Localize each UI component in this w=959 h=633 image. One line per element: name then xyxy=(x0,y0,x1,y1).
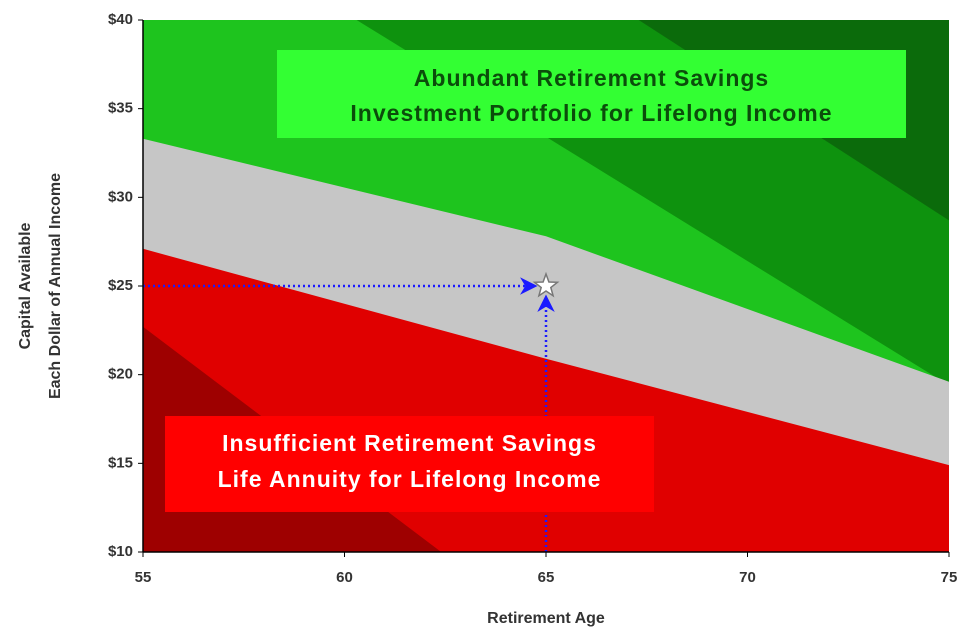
x-tick-label: 55 xyxy=(135,569,152,586)
y-tick-label: $35 xyxy=(108,100,133,117)
y-tick-label: $10 xyxy=(108,543,133,560)
annotation-box xyxy=(165,416,654,512)
y-tick-label: $15 xyxy=(108,454,133,471)
annotation-text: Investment Portfolio for Lifelong Income xyxy=(350,100,832,126)
x-tick-label: 70 xyxy=(739,569,756,586)
annotation-text: Insufficient Retirement Savings xyxy=(222,430,597,456)
annotations: Abundant Retirement Savings Investment Po… xyxy=(165,50,906,512)
x-tick-label: 75 xyxy=(941,569,958,586)
y-axis-title: Each Dollar of Annual Income xyxy=(47,173,64,399)
y-tick-label: $20 xyxy=(108,366,133,383)
x-tick-label: 60 xyxy=(336,569,353,586)
x-tick-label: 65 xyxy=(538,569,555,586)
y-tick-label: $25 xyxy=(108,277,133,294)
annotation-text: Life Annuity for Lifelong Income xyxy=(218,466,602,492)
point-marker xyxy=(532,271,560,298)
y-tick-label: $40 xyxy=(108,11,133,28)
annotation-text: Abundant Retirement Savings xyxy=(414,65,769,91)
y-axis-title: Capital Available xyxy=(17,222,34,349)
y-tick-label: $30 xyxy=(108,188,133,205)
annotation-box xyxy=(277,50,906,138)
x-axis-title: Retirement Age xyxy=(487,610,605,627)
